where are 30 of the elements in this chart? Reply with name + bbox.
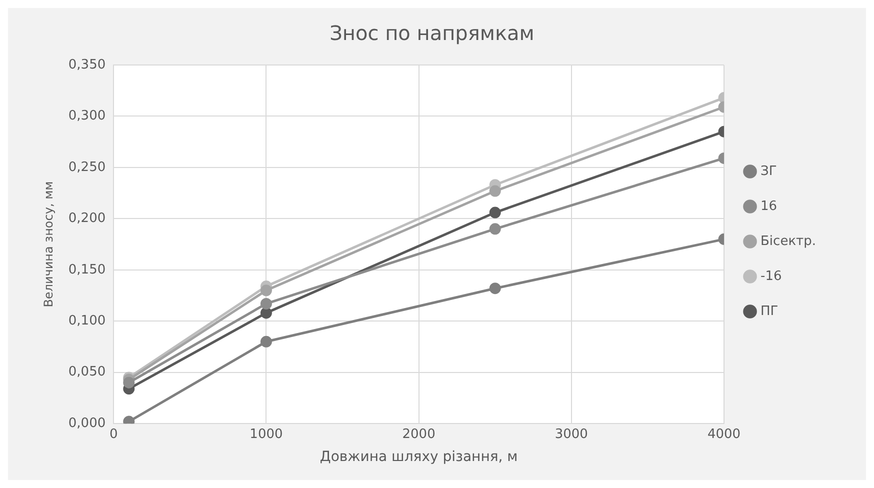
y-tick-label: 0,000 bbox=[68, 416, 106, 431]
x-tick-label: 0 bbox=[109, 426, 118, 442]
x-tick-label: 2000 bbox=[402, 426, 436, 442]
x-tick-label: 1000 bbox=[250, 426, 283, 442]
y-tick-label: 0,250 bbox=[68, 160, 106, 175]
y-tick-label: 0,150 bbox=[68, 262, 106, 278]
x-tick-label: 4000 bbox=[707, 426, 741, 442]
legend-label: Бісектр. bbox=[760, 234, 816, 249]
point bbox=[489, 206, 501, 218]
point bbox=[260, 298, 272, 310]
y-axis-title: Величина зносу, мм bbox=[41, 181, 56, 308]
point bbox=[489, 185, 501, 197]
legend-label: 16 bbox=[760, 198, 778, 214]
y-tick-label: 0,350 bbox=[68, 57, 106, 72]
y-tick-label: 0,050 bbox=[68, 364, 106, 380]
y-tick-label: 0,200 bbox=[68, 211, 106, 226]
y-tick-label: 0,300 bbox=[68, 108, 106, 124]
point bbox=[489, 223, 501, 235]
point bbox=[260, 307, 272, 319]
legend-label: -16 bbox=[760, 268, 782, 284]
point bbox=[489, 282, 501, 294]
legend-label: ЗГ bbox=[760, 164, 777, 179]
y-tick-label: 0,100 bbox=[68, 314, 106, 329]
chart-title: Знос по напрямкам bbox=[330, 21, 534, 46]
point bbox=[260, 284, 272, 296]
x-axis-title: Довжина шляху різання, м bbox=[320, 449, 518, 466]
legend-label: ПГ bbox=[760, 304, 778, 319]
x-tick-label: 3000 bbox=[554, 426, 588, 442]
point bbox=[260, 336, 272, 348]
point bbox=[123, 376, 135, 388]
